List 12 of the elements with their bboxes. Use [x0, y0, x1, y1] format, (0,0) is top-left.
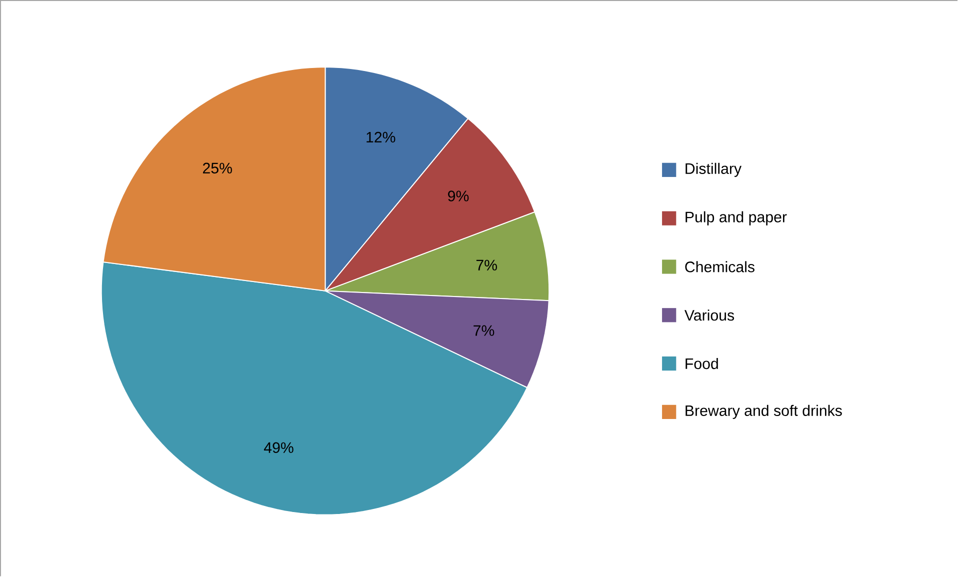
legend-label: Pulp and paper: [686, 211, 787, 226]
legend-label: Food: [686, 358, 718, 370]
data-label: 25%: [203, 162, 232, 174]
data-label: 49%: [264, 442, 294, 454]
data-label: 7%: [474, 325, 494, 336]
legend-label: Brewary and soft drinks: [686, 404, 842, 420]
data-label: 12%: [366, 132, 396, 143]
legend-label: Distillary: [686, 162, 742, 178]
data-label: 7%: [476, 260, 497, 271]
data-label: 9%: [448, 190, 469, 202]
legend-label: Chemicals: [685, 261, 754, 272]
legend-label: Various: [684, 310, 734, 321]
